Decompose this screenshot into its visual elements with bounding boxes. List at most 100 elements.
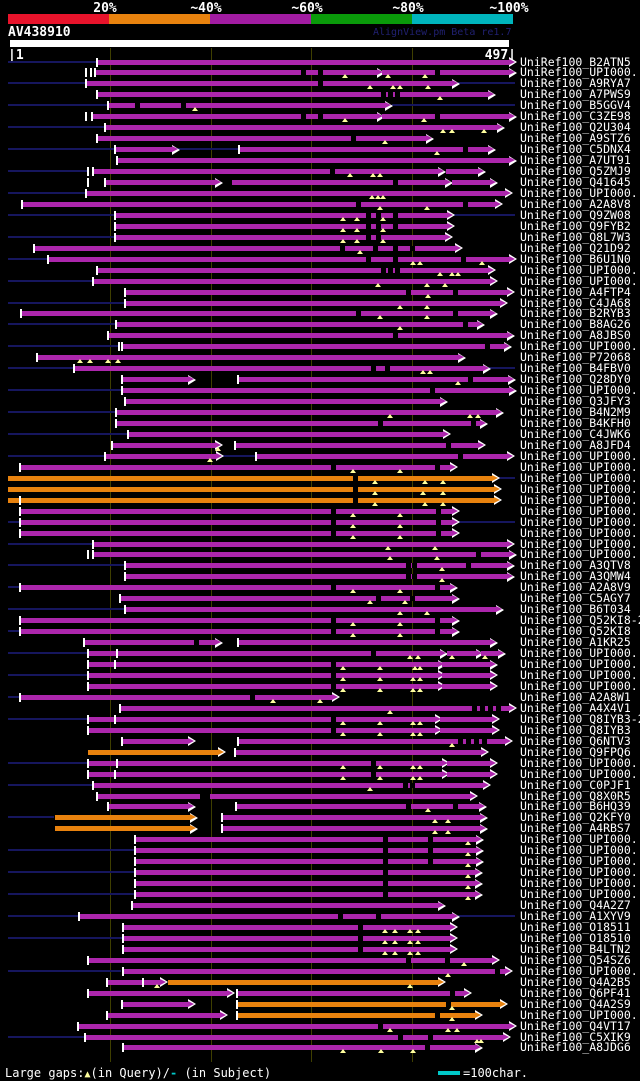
hsp-bar[interactable] (122, 344, 504, 350)
hsp-bar[interactable] (88, 727, 435, 733)
hsp-bar[interactable] (120, 705, 509, 711)
hit-label[interactable]: UniRef100_A8JBS0 (520, 328, 631, 343)
hsp-bar[interactable] (97, 267, 488, 273)
hsp-bar[interactable] (93, 541, 507, 547)
hit-label[interactable]: UniRef100_B8AG26 (520, 317, 631, 332)
hit-label[interactable]: UniRef100_Q6PF41 (520, 985, 631, 1000)
hsp-bar[interactable] (88, 749, 218, 755)
hsp-bar[interactable] (236, 804, 479, 810)
hit-label[interactable]: UniRef100_B2RYB3 (520, 306, 631, 321)
hit-label[interactable]: UniRef100_Q54SZ6 (520, 952, 631, 967)
hit-label[interactable]: UniRef100_A2A8V9 (520, 580, 631, 595)
hit-label[interactable]: UniRef100_UPI000.. (520, 678, 640, 693)
hit-label[interactable]: UniRef100_Q52KI8-2 (520, 613, 640, 628)
hsp-bar[interactable] (20, 530, 452, 536)
hsp-bar[interactable] (88, 760, 442, 766)
hsp-bar[interactable] (115, 223, 447, 229)
hit-label[interactable]: UniRef100_UPI000.. (520, 667, 640, 682)
hsp-bar[interactable] (107, 1012, 220, 1018)
hit-label[interactable]: UniRef100_UPI000.. (520, 536, 640, 551)
hsp-bar[interactable] (21, 311, 490, 317)
hit-label[interactable]: UniRef100_Q8X0R5 (520, 788, 631, 803)
hsp-bar[interactable] (122, 388, 509, 394)
hsp-bar[interactable] (440, 727, 492, 733)
hit-label[interactable]: UniRef100_Q6NTV3 (520, 733, 631, 748)
hsp-bar[interactable] (88, 683, 438, 689)
hit-label[interactable]: UniRef100_UPI000.. (520, 339, 640, 354)
hit-label[interactable]: UniRef100_UPI000.. (520, 470, 640, 485)
hit-label[interactable]: UniRef100_UPI000.. (520, 481, 640, 496)
hit-label[interactable]: UniRef100_O18511 (520, 919, 631, 934)
hsp-bar[interactable] (232, 180, 445, 185)
hit-label[interactable]: UniRef100_Q5ZMJ9 (520, 164, 631, 179)
hsp-bar[interactable] (105, 453, 216, 459)
hit-label[interactable]: UniRef100_Q8IYB3-2 (520, 711, 640, 726)
hsp-bar[interactable] (88, 672, 438, 678)
hit-label[interactable]: UniRef100_UPI000.. (520, 755, 640, 770)
hit-label[interactable]: UniRef100_B6U1N0 (520, 251, 631, 266)
hsp-bar[interactable] (88, 957, 492, 963)
hsp-bar[interactable] (20, 508, 452, 514)
hsp-bar[interactable] (237, 1001, 500, 1007)
hsp-bar[interactable] (20, 629, 452, 635)
hsp-bar[interactable] (447, 651, 476, 657)
hsp-bar[interactable] (55, 815, 190, 821)
hit-label[interactable]: UniRef100_A3QMW4 (520, 569, 631, 584)
hit-label[interactable]: UniRef100_UPI000.. (520, 646, 640, 661)
hit-label[interactable]: UniRef100_UPI000.. (520, 876, 640, 891)
hit-label[interactable]: UniRef100_Q21D92 (520, 240, 631, 255)
hsp-bar[interactable] (93, 552, 509, 558)
hit-label[interactable]: UniRef100_UPI000.. (520, 185, 640, 200)
hit-label[interactable]: UniRef100_Q9ZW08 (520, 207, 631, 222)
hsp-bar[interactable] (20, 519, 452, 525)
hit-label[interactable]: UniRef100_Q3JFY3 (520, 394, 631, 409)
hsp-bar[interactable] (447, 760, 490, 766)
hit-label[interactable]: UniRef100_B2ATN5 (520, 54, 631, 69)
hsp-bar[interactable] (97, 92, 488, 98)
hsp-bar[interactable] (238, 640, 490, 646)
hsp-bar[interactable] (115, 212, 447, 218)
hsp-bar[interactable] (22, 201, 495, 207)
hsp-bar[interactable] (442, 662, 490, 668)
hit-label[interactable]: UniRef100_Q28DY0 (520, 372, 631, 387)
hsp-bar[interactable] (237, 990, 464, 996)
hsp-bar[interactable] (236, 442, 478, 448)
hsp-bar[interactable] (115, 234, 445, 240)
hit-label[interactable]: UniRef100_UPI000.. (520, 273, 640, 288)
hit-label[interactable]: UniRef100_UPI000.. (520, 865, 640, 880)
hsp-bar[interactable] (95, 70, 377, 76)
hit-label[interactable]: UniRef100_Q4VT17 (520, 1018, 631, 1033)
hsp-bar[interactable] (135, 859, 476, 865)
hit-label[interactable]: UniRef100_P72068 (520, 350, 631, 365)
hsp-bar[interactable] (446, 169, 478, 175)
hsp-bar[interactable] (74, 366, 483, 372)
hsp-bar[interactable] (37, 355, 458, 361)
hsp-bar[interactable] (452, 180, 490, 185)
hit-label[interactable]: UniRef100_UPI000.. (520, 492, 640, 507)
hit-label[interactable]: UniRef100_Q52KI8 (520, 624, 631, 639)
hsp-bar[interactable] (135, 837, 476, 843)
hsp-bar[interactable] (237, 1012, 475, 1018)
hsp-bar[interactable] (128, 431, 443, 437)
hsp-bar[interactable] (236, 749, 481, 755)
hsp-bar[interactable] (93, 782, 483, 788)
hit-label[interactable]: UniRef100_C4JA68 (520, 295, 631, 310)
hsp-bar[interactable] (442, 683, 490, 689)
hit-label[interactable]: UniRef100_A2A8W1 (520, 689, 631, 704)
hsp-bar[interactable] (88, 990, 227, 996)
hsp-bar[interactable] (125, 300, 500, 306)
hsp-bar[interactable] (34, 245, 455, 251)
hsp-bar[interactable] (238, 738, 505, 744)
hsp-bar[interactable] (222, 826, 480, 832)
hsp-bar[interactable] (105, 125, 497, 131)
hsp-bar[interactable] (8, 497, 494, 503)
hsp-bar[interactable] (92, 114, 377, 120)
hit-label[interactable]: UniRef100_A4FTP4 (520, 284, 631, 299)
hit-label[interactable]: UniRef100_UPI000.. (520, 832, 640, 847)
hsp-bar[interactable] (447, 771, 490, 777)
hsp-bar[interactable] (222, 815, 480, 821)
hsp-bar[interactable] (123, 1045, 475, 1051)
hit-label[interactable]: UniRef100_UPI000.. (520, 383, 640, 398)
hit-label[interactable]: UniRef100_Q4A2S9 (520, 996, 631, 1011)
hsp-bar[interactable] (48, 256, 509, 262)
